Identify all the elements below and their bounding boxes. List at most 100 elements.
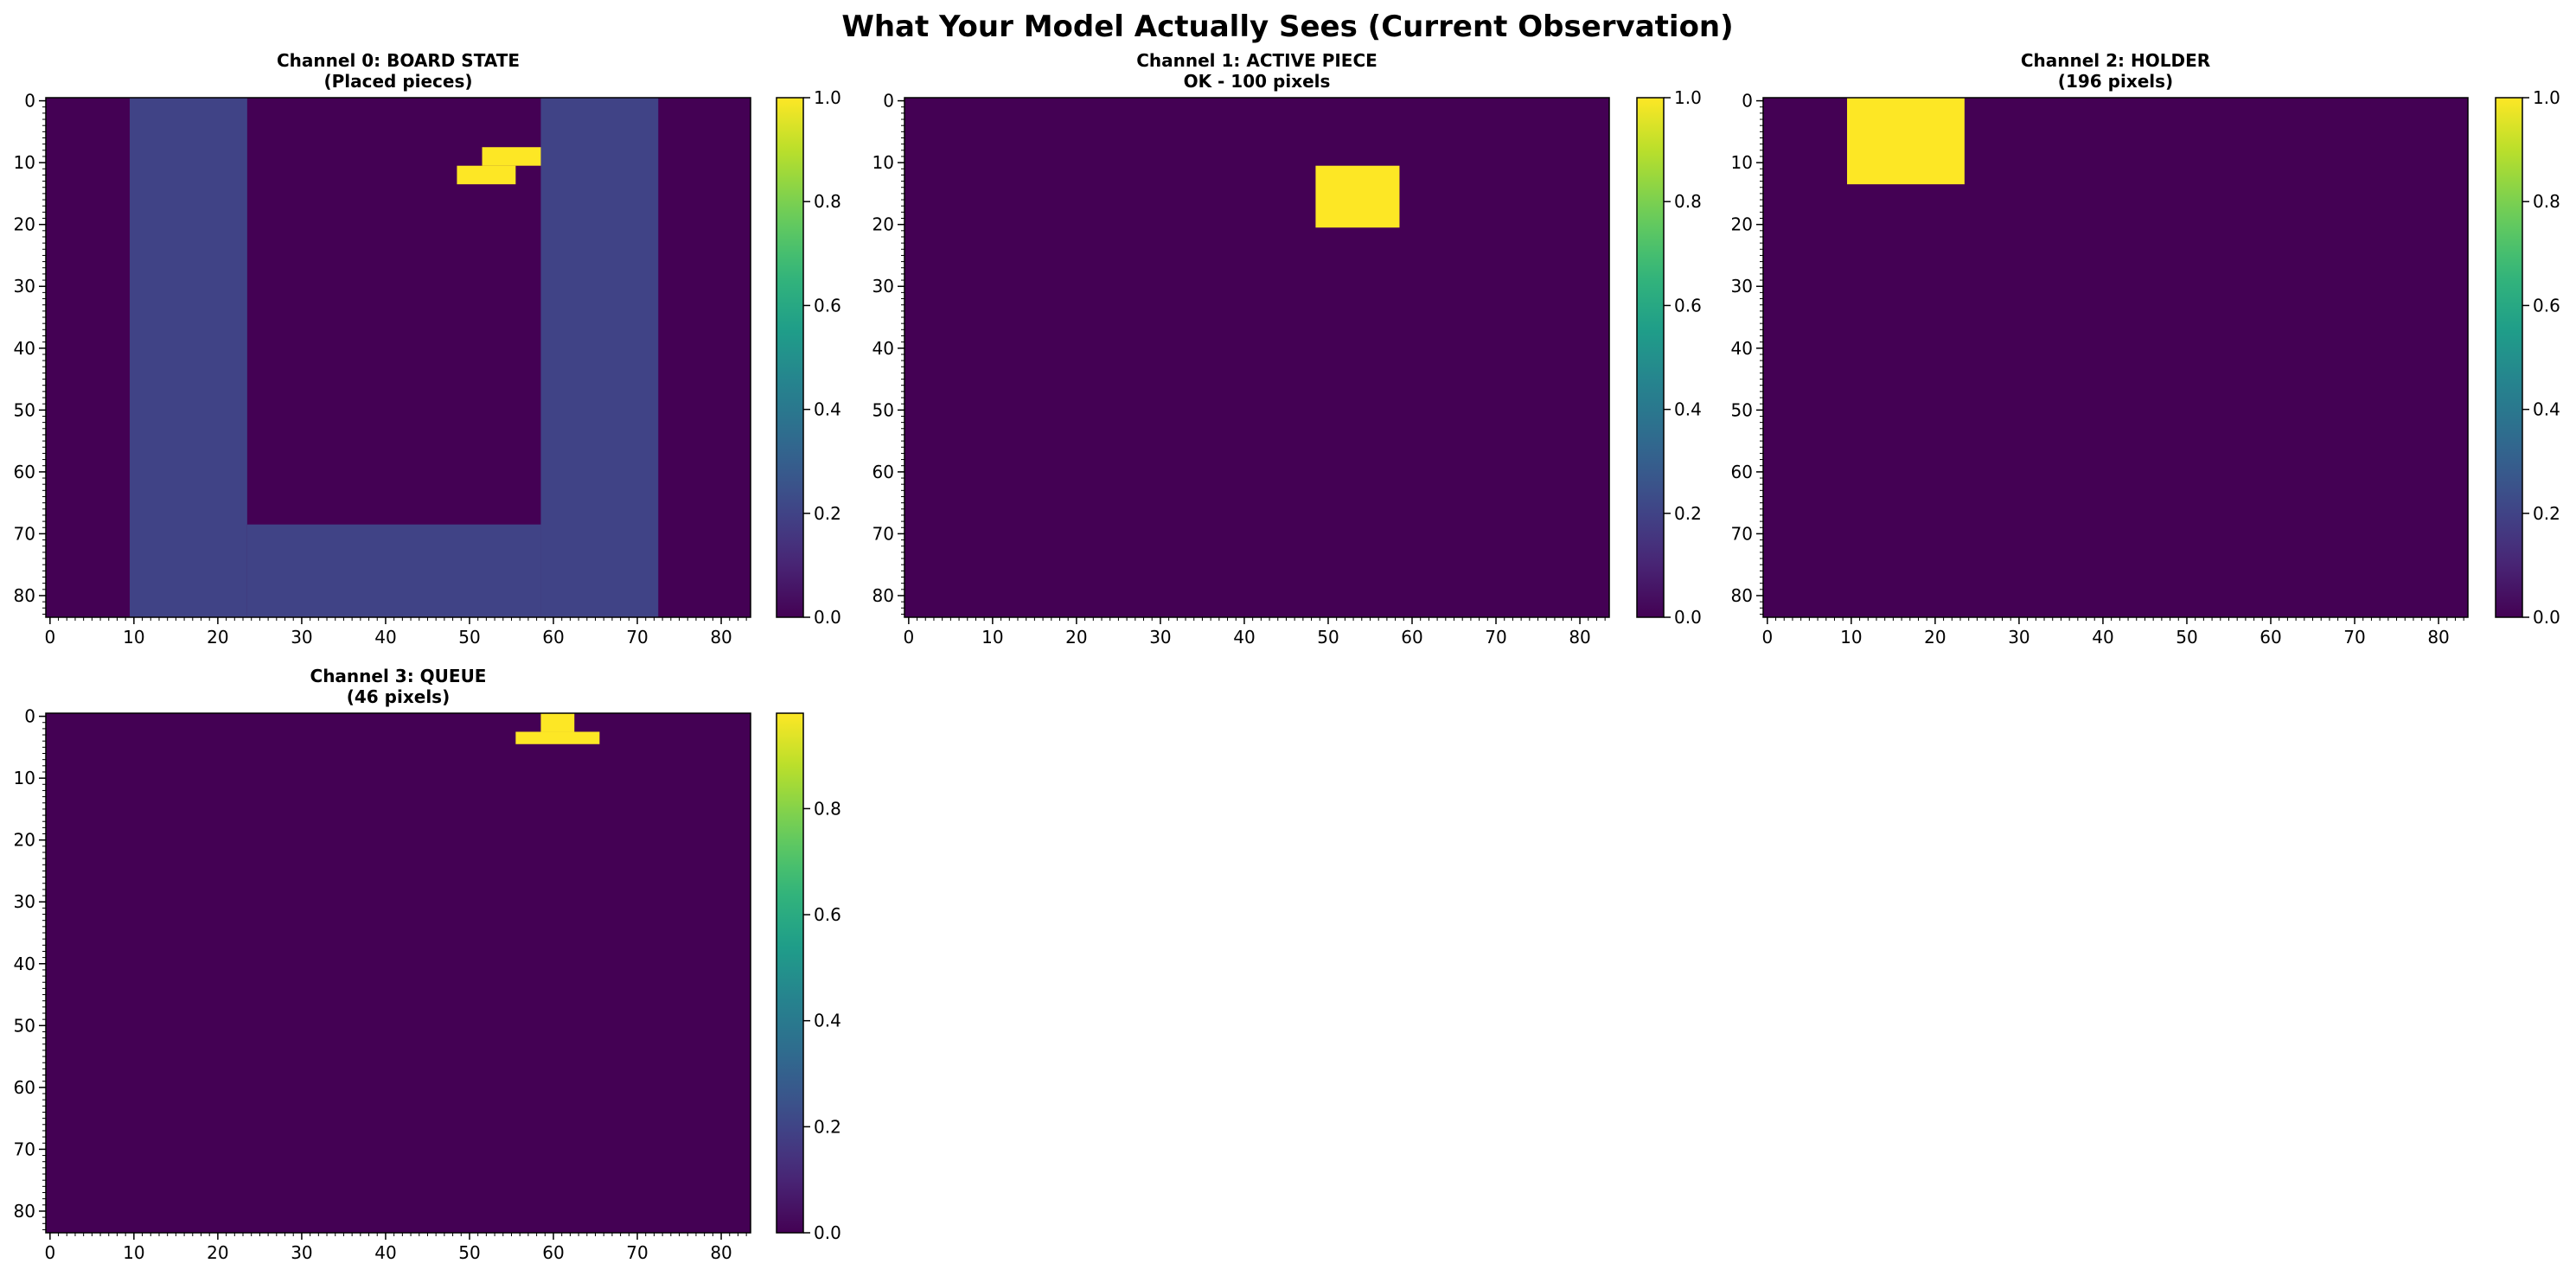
x-tick-label: 70 [1485,627,1506,648]
colorbar-tick-label: 0.8 [814,191,841,212]
y-tick-label: 10 [14,768,35,788]
y-tick-label: 60 [14,1077,35,1098]
x-tick-label: 80 [710,1242,732,1263]
x-tick-label: 0 [44,627,55,648]
x-tick-label: 70 [2343,627,2365,648]
x-tick-label: 10 [123,627,144,648]
y-tick-label: 20 [873,214,894,235]
colorbar-tick-label: 0.4 [2533,399,2560,420]
x-tick-label: 60 [2260,627,2281,648]
heatmap-region [482,147,541,166]
y-tick-label: 30 [873,276,894,297]
heatmap-region [246,524,541,617]
y-tick-label: 30 [14,276,35,297]
x-tick-label: 30 [2008,627,2029,648]
chart-subtitle: (196 pixels) [2058,71,2173,92]
colorbar [1636,97,1665,618]
colorbar-tick-label: 0.4 [814,399,841,420]
y-tick-label: 20 [1731,214,1753,235]
x-tick-label: 30 [291,1242,312,1263]
y-tick-label: 50 [873,399,894,420]
heatmap-background [904,98,1609,617]
x-tick-label: 0 [1761,627,1773,648]
heatmap-region [1847,98,1965,185]
y-tick-label: 60 [1731,462,1753,482]
x-tick-label: 10 [123,1242,144,1263]
x-tick-label: 70 [626,1242,648,1263]
chart-subtitle: OK - 100 pixels [1184,71,1331,92]
y-tick-label: 70 [14,1139,35,1159]
y-tick-label: 70 [873,523,894,544]
x-tick-label: 60 [542,1242,564,1263]
colorbar-tick-label: 0.0 [814,1222,841,1243]
x-tick-label: 40 [374,1242,396,1263]
chart-3: Channel 3: QUEUE(46 pixels) 0 10 20 30 40 50 60… [14,666,841,1263]
colorbar-tick-label: 0.6 [2533,295,2560,316]
y-tick-label: 70 [14,523,35,544]
y-tick-label: 50 [14,1015,35,1036]
colorbar-tick-label: 0.8 [1674,191,1702,212]
chart-title: Channel 2: HOLDER [2021,50,2210,71]
heatmap-background [1763,98,2468,617]
x-tick-label: 20 [207,1242,228,1263]
y-tick-label: 10 [1731,152,1753,173]
heatmap-background [46,713,751,1233]
y-tick-label: 20 [14,214,35,235]
heatmap-region [515,731,600,744]
x-tick-label: 40 [1233,627,1255,648]
y-tick-label: 40 [14,338,35,359]
y-tick-label: 80 [14,585,35,606]
y-tick-label: 40 [873,338,894,359]
y-tick-label: 0 [883,91,894,112]
x-tick-label: 30 [1149,627,1171,648]
heatmap-region [130,98,247,617]
y-tick-label: 80 [1731,585,1753,606]
colorbar-tick-label: 1.0 [1674,87,1702,108]
x-tick-label: 0 [903,627,914,648]
colorbar-tick-label: 0.4 [814,1011,841,1031]
heatmap-region [1315,165,1400,228]
chart-title: Channel 1: ACTIVE PIECE [1136,50,1377,71]
y-tick-label: 40 [14,954,35,974]
heatmap-region [457,165,516,185]
plot-frame [45,97,751,618]
colorbar-tick-label: 1.0 [814,87,841,108]
y-tick-label: 30 [1731,276,1753,297]
x-tick-label: 20 [1065,627,1087,648]
y-tick-label: 20 [14,830,35,851]
y-tick-label: 0 [24,91,35,112]
x-tick-label: 70 [626,627,648,648]
plot-frame [45,712,751,1234]
y-tick-label: 0 [1742,91,1753,112]
heatmap-region [540,713,575,732]
colorbar-tick-label: 0.6 [1674,295,1702,316]
colorbar-tick-label: 0.4 [1674,399,1702,420]
x-tick-label: 80 [710,627,732,648]
y-tick-label: 60 [14,462,35,482]
colorbar-tick-label: 0.2 [2533,503,2560,524]
chart-2: Channel 2: HOLDER(196 pixels) 0 10 20 30 40 50… [1731,50,2560,648]
plot-frame [904,97,1610,618]
y-tick-label: 30 [14,891,35,912]
colorbar [776,712,804,1234]
x-tick-label: 80 [1569,627,1590,648]
colorbar [776,97,804,618]
y-tick-label: 80 [873,585,894,606]
x-tick-label: 40 [2092,627,2113,648]
plot-frame [1762,97,2469,618]
colorbar-tick-label: 1.0 [2533,87,2560,108]
x-tick-label: 20 [1924,627,1946,648]
x-tick-label: 20 [207,627,228,648]
x-tick-label: 60 [1401,627,1422,648]
y-tick-label: 60 [873,462,894,482]
y-tick-label: 10 [873,152,894,173]
colorbar-tick-label: 0.2 [814,503,841,524]
y-tick-label: 70 [1731,523,1753,544]
colorbar [2495,97,2523,618]
chart-title: Channel 0: BOARD STATE [277,50,520,71]
heatmap-region [540,98,659,617]
y-tick-label: 0 [24,706,35,727]
x-tick-label: 80 [2427,627,2449,648]
colorbar-tick-label: 0.2 [814,1116,841,1137]
